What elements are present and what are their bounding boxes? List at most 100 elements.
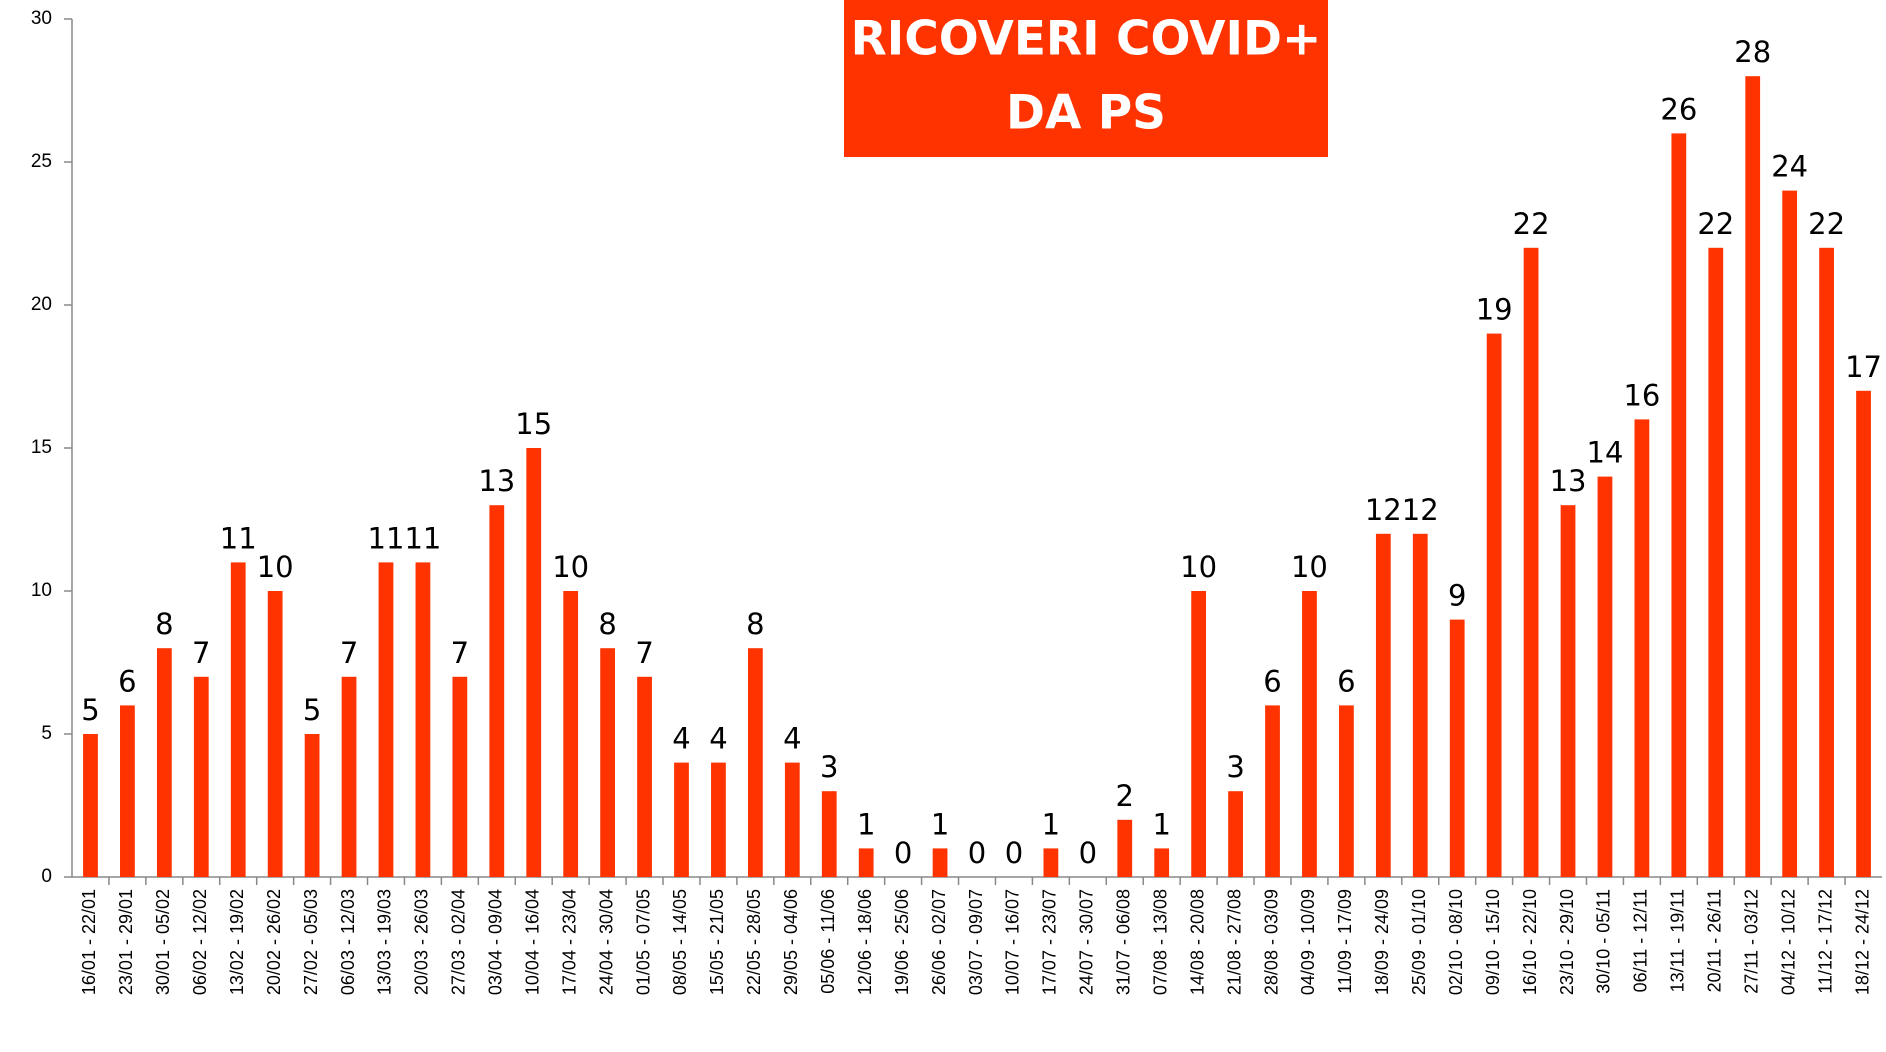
value-label: 10 [257,550,294,584]
bar [711,762,726,877]
x-tick-label: 23/10 - 29/10 [1557,889,1577,995]
bar [858,848,874,877]
y-tick-label: 30 [31,8,52,29]
value-label: 22 [1513,207,1550,241]
x-tick-label: 16/01 - 22/01 [79,889,99,995]
value-label: 4 [672,722,690,756]
x-tick-label: 27/03 - 02/04 [449,889,469,995]
x-tick-label: 13/11 - 19/11 [1668,889,1688,992]
y-tick-label: 20 [31,294,52,315]
x-tick-label: 03/04 - 09/04 [486,889,506,995]
x-tick-label: 13/03 - 19/03 [375,889,395,995]
bar [1486,333,1502,878]
value-label: 8 [598,607,616,641]
bar [1708,247,1724,878]
value-label: 6 [1337,664,1355,698]
bar [1375,533,1391,877]
x-tick-label: 22/05 - 28/05 [744,889,764,995]
value-label: 0 [894,836,912,870]
value-label: 26 [1660,92,1697,126]
bar [193,676,209,877]
bar [1634,419,1650,877]
x-tick-label: 25/09 - 01/10 [1409,889,1429,995]
value-label: 1 [1152,807,1170,841]
bar [1819,247,1834,878]
y-tick-label: 0 [41,866,52,887]
bar [378,562,394,877]
x-tick-label: 20/03 - 26/03 [412,889,432,995]
bar [489,505,505,877]
value-label: 0 [1079,836,1097,870]
bar [563,591,579,877]
bar [156,648,172,877]
value-label: 3 [1226,750,1244,784]
value-label: 10 [1291,550,1328,584]
x-tick-label: 20/11 - 26/11 [1705,889,1725,992]
x-tick-label: 17/07 - 23/07 [1040,889,1060,995]
x-tick-label: 31/07 - 06/08 [1114,889,1134,995]
value-label: 16 [1623,378,1660,412]
value-label: 28 [1734,35,1771,69]
x-tick-label: 15/05 - 21/05 [707,889,727,995]
y-tick-label: 25 [31,151,52,172]
value-label: 13 [1550,464,1587,498]
bar [1856,390,1871,877]
value-label: 3 [820,750,838,784]
title-box [844,0,1328,157]
bar [1412,533,1428,877]
chart-title: DA PS [1006,86,1166,141]
bar [932,848,948,877]
x-tick-label: 10/04 - 16/04 [522,889,542,995]
value-label: 2 [1116,779,1134,813]
value-label: 22 [1697,207,1734,241]
bar [1449,619,1465,877]
value-label: 15 [515,407,552,441]
x-tick-label: 18/12 - 24/12 [1852,889,1872,995]
value-label: 11 [220,521,257,555]
bar [304,734,320,877]
x-tick-label: 07/08 - 13/08 [1150,889,1170,995]
value-label: 1 [931,807,949,841]
bar [1043,848,1059,877]
value-label: 6 [1263,664,1281,698]
value-label: 4 [709,722,727,756]
x-tick-label: 08/05 - 14/05 [670,889,690,995]
bar [83,734,98,877]
value-label: 8 [746,607,764,641]
bar [1523,247,1539,878]
bar [1302,591,1317,877]
x-tick-label: 05/06 - 11/06 [818,889,838,994]
x-tick-label: 18/09 - 24/09 [1372,889,1392,995]
bar [120,705,135,877]
bar [1560,505,1576,877]
bar [452,676,468,877]
bar [341,676,357,877]
x-tick-label: 27/11 - 03/12 [1741,889,1761,994]
value-label: 6 [118,664,136,698]
bar [526,448,542,877]
bar [1228,791,1243,877]
x-tick-label: 11/09 - 17/09 [1335,889,1355,994]
x-tick-label: 06/02 - 12/02 [190,889,210,995]
x-tick-label: 03/07 - 09/07 [966,889,986,995]
x-tick-label: 04/09 - 10/09 [1298,889,1318,995]
x-tick-label: 12/06 - 18/06 [855,889,875,995]
bar [600,648,615,877]
value-label: 5 [81,693,99,727]
bar [1782,190,1798,878]
x-tick-label: 06/11 - 12/11 [1631,889,1651,992]
bar [1339,705,1354,877]
x-tick-label: 16/10 - 22/10 [1520,889,1540,995]
bar [1191,591,1207,877]
x-tick-label: 02/10 - 08/10 [1446,889,1466,995]
x-tick-label: 19/06 - 25/06 [892,889,912,995]
value-label: 0 [1005,836,1023,870]
value-label: 12 [1365,493,1402,527]
value-label: 10 [552,550,589,584]
bar [1745,76,1761,877]
value-label: 1 [857,807,875,841]
y-tick-label: 5 [41,723,52,744]
value-label: 24 [1771,150,1808,184]
x-tick-label: 06/03 - 12/03 [338,889,358,995]
